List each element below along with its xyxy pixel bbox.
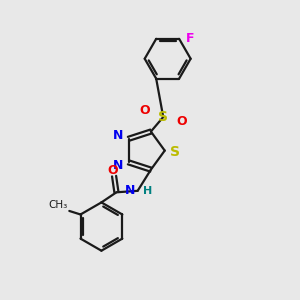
Text: H: H (143, 186, 152, 196)
Text: CH₃: CH₃ (49, 200, 68, 210)
Text: N: N (125, 184, 135, 197)
Text: N: N (113, 159, 123, 172)
Text: S: S (170, 145, 180, 159)
Text: O: O (107, 164, 118, 177)
Text: O: O (140, 104, 150, 117)
Text: O: O (176, 115, 187, 128)
Text: S: S (158, 110, 168, 124)
Text: F: F (186, 32, 194, 45)
Text: N: N (113, 129, 123, 142)
